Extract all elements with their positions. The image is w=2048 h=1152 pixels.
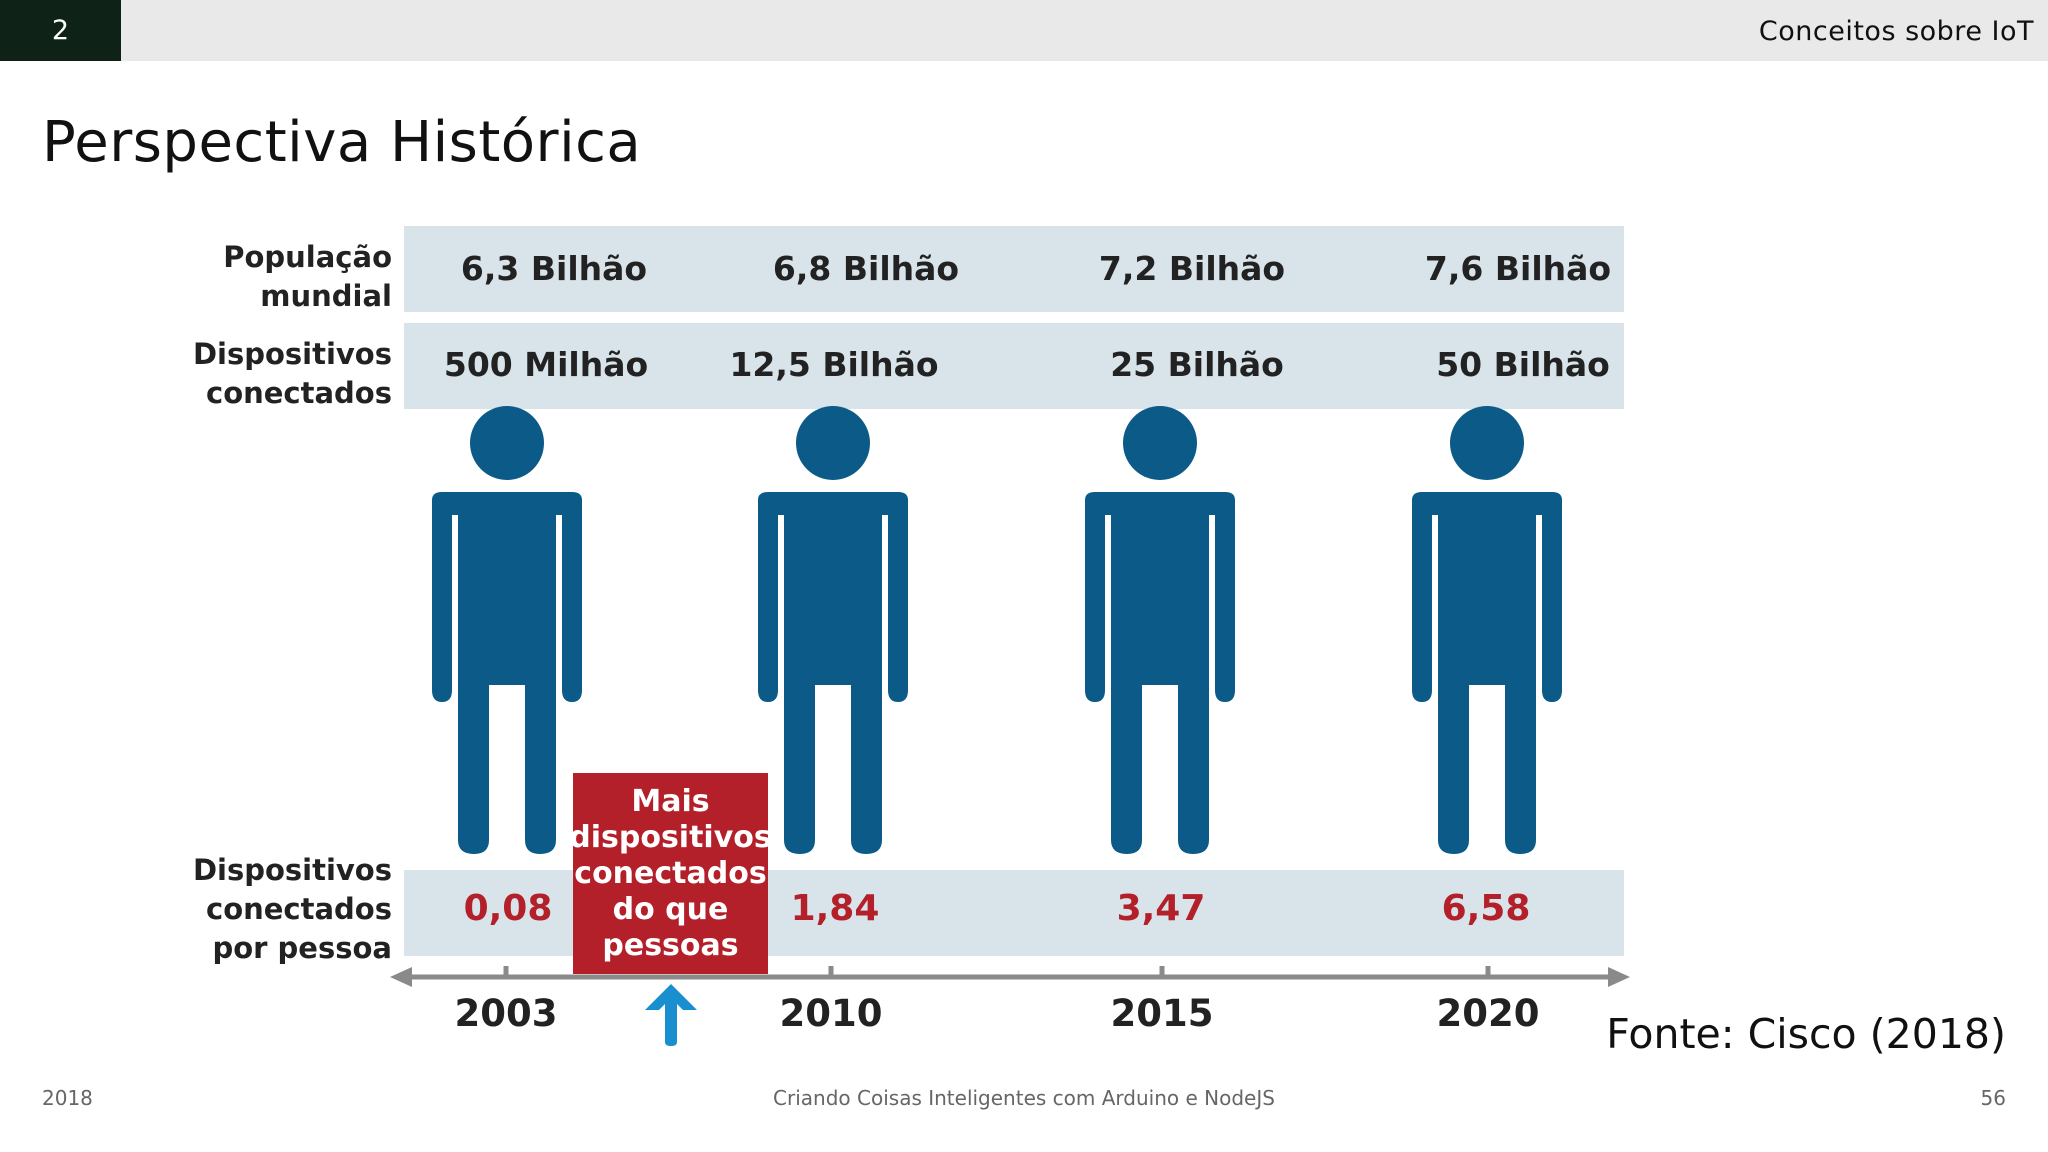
- per-person-2020: 6,58: [1441, 888, 1531, 929]
- row-label-per-person: Dispositivos conectados por pessoa: [192, 853, 392, 965]
- timeline-axis: [390, 966, 1630, 987]
- source-citation: Fonte: Cisco (2018): [1606, 1010, 2006, 1058]
- highlight-box: Mais dispositivos conectados do que pess…: [569, 773, 772, 974]
- population-2010: 6,8 Bilhão: [772, 249, 960, 288]
- devices-2020: 50 Bilhão: [1436, 345, 1610, 384]
- footer-page-number: 56: [1980, 1086, 2006, 1110]
- population-2003: 6,3 Bilhão: [460, 249, 648, 288]
- iot-history-figure: População mundial Dispositivos conectado…: [180, 222, 1630, 1057]
- devices-2003: 500 Milhão: [443, 345, 649, 384]
- row-label-population: População mundial: [223, 240, 392, 313]
- section-title: Conceitos sobre IoT: [1758, 16, 2034, 47]
- footer-course: Criando Coisas Inteligentes com Arduino …: [773, 1086, 1275, 1110]
- devices-2015: 25 Bilhão: [1110, 345, 1284, 384]
- population-band: [404, 226, 1624, 312]
- per-person-2003: 0,08: [463, 888, 553, 929]
- person-2015-icon: [1085, 406, 1235, 854]
- year-2015: 2015: [1110, 992, 1214, 1035]
- person-2003-icon: [432, 406, 582, 854]
- highlight-box-text: Mais dispositivos conectados do que pess…: [569, 783, 772, 963]
- year-2010: 2010: [779, 992, 883, 1035]
- row-label-devices: Dispositivos conectados: [192, 337, 392, 410]
- top-bar: 2 Conceitos sobre IoT: [0, 0, 2048, 61]
- population-2020: 7,6 Bilhão: [1424, 249, 1612, 288]
- arrow-up-icon: [645, 984, 697, 1046]
- person-2010-icon: [758, 406, 908, 854]
- population-2015: 7,2 Bilhão: [1098, 249, 1286, 288]
- year-2003: 2003: [454, 992, 558, 1035]
- per-person-2015: 3,47: [1116, 888, 1206, 929]
- devices-band: [404, 323, 1624, 409]
- footer-year: 2018: [42, 1086, 93, 1110]
- person-2020-icon: [1412, 406, 1562, 854]
- per-person-2010: 1,84: [790, 888, 880, 929]
- devices-2010: 12,5 Bilhão: [729, 345, 939, 384]
- slide-title: Perspectiva Histórica: [42, 110, 642, 175]
- slide-number: 2: [0, 0, 121, 61]
- year-2020: 2020: [1436, 992, 1540, 1035]
